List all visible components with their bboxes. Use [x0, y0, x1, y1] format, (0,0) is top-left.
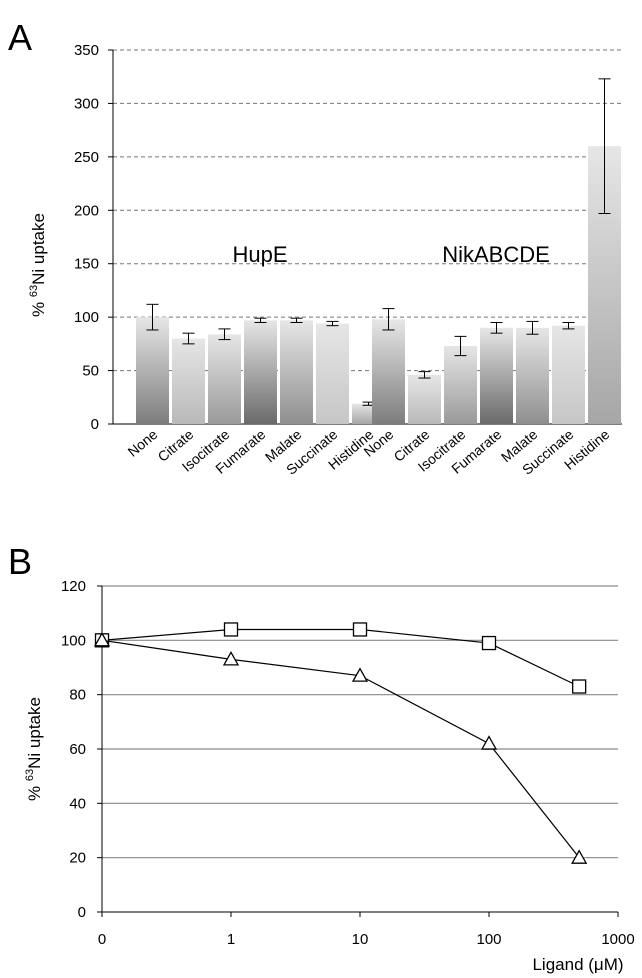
panel-b-label: B — [8, 541, 32, 582]
bar — [316, 323, 349, 424]
y-tick-label: 100 — [74, 309, 99, 326]
square-marker — [481, 635, 497, 651]
y-tick-label: 120 — [61, 578, 86, 595]
bar — [172, 338, 205, 424]
bar — [208, 334, 241, 424]
series-line — [101, 628, 580, 688]
panel-a-plot: 050100150200250300350NoneCitrateIsocitra… — [74, 42, 622, 478]
y-tick-label: 20 — [69, 850, 86, 867]
x-tick-label: 10 — [352, 931, 369, 948]
bar — [372, 319, 405, 424]
x-tick-label: 1000 — [601, 931, 634, 948]
y-tick-label: 350 — [74, 42, 99, 59]
panel-a-y-axis-label: % 63Ni uptake — [28, 213, 48, 317]
y-tick-label: 0 — [91, 416, 99, 433]
bar — [244, 320, 277, 424]
bar — [516, 327, 549, 424]
y-tick-label: 40 — [69, 795, 86, 812]
y-tick-label: 250 — [74, 149, 99, 166]
bar — [280, 320, 313, 424]
bar — [480, 327, 513, 424]
triangle-marker — [222, 651, 240, 666]
panel-a-label: A — [8, 17, 32, 58]
y-tick-label: 50 — [82, 363, 99, 380]
panel-b-x-axis-label: Ligand (μM) — [532, 955, 623, 974]
panel-b-y-axis-label: % 63Ni uptake — [24, 697, 44, 801]
bar — [408, 374, 441, 424]
group-label: HupE — [232, 242, 287, 267]
y-tick-label: 0 — [78, 904, 86, 921]
square-marker — [223, 622, 239, 637]
square-marker — [572, 679, 587, 694]
panel-b-plot: 0 20 40 60 80 100 120 0 1 10 100 1000 — [61, 578, 635, 948]
square-marker — [352, 622, 368, 637]
y-tick-label: 80 — [69, 687, 86, 704]
y-tick-label: 300 — [74, 95, 99, 112]
bar — [136, 317, 169, 424]
triangle-marker — [93, 632, 111, 647]
y-tick-label: 150 — [74, 256, 99, 273]
bar — [444, 345, 477, 424]
triangle-marker — [480, 735, 498, 750]
bar — [552, 325, 585, 424]
y-tick-label: 200 — [74, 202, 99, 219]
x-tick-label: 100 — [476, 931, 501, 948]
x-tick-label: 0 — [98, 931, 106, 948]
x-tick-label: 1 — [227, 931, 235, 948]
triangle-marker — [351, 667, 369, 682]
group-label: NikABCDE — [442, 242, 550, 267]
y-tick-label: 60 — [69, 741, 86, 758]
y-tick-label: 100 — [61, 632, 86, 649]
triangle-marker — [571, 849, 588, 864]
